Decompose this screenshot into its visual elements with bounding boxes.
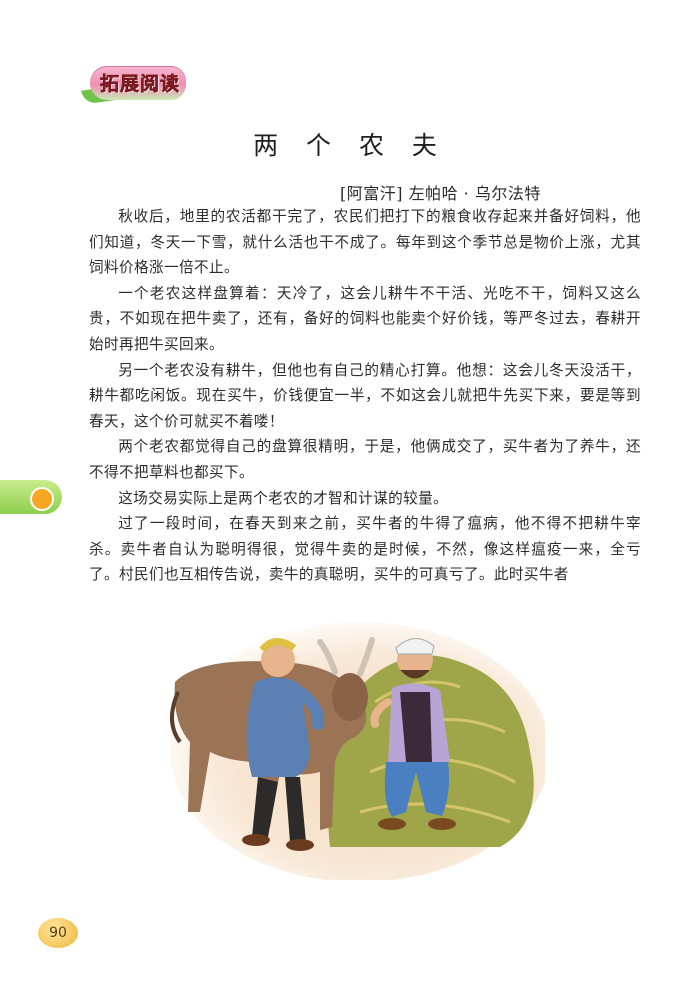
paragraph: 秋收后，地里的农活都干完了，农民们把打下的粮食收存起来并备好饲料，他们知道，冬天… <box>89 208 641 277</box>
paragraph: 另一个老农没有耕牛，但他也有自己的精心打算。他想：这会儿冬天没活干，耕牛都吃闲饭… <box>89 361 641 430</box>
paragraph: 这场交易实际上是两个老农的才智和计谋的较量。 <box>118 489 449 507</box>
story-author: [阿富汗] 左帕哈 · 乌尔法特 <box>340 184 541 203</box>
two-farmers-illustration <box>170 622 545 880</box>
left-farmer-coat <box>246 677 310 777</box>
section-badge-label: 拓展阅读 <box>99 73 180 96</box>
left-farmer-head <box>261 643 295 677</box>
badge-background <box>90 66 186 100</box>
paragraph: 一个老农这样盘算着：天冷了，这会儿耕牛不干活、光吃不干，饲料又这么贵，不如现在把… <box>89 284 641 353</box>
paragraph: 过了一段时间，在春天到来之前，买牛者的牛得了瘟病，他不得不把耕牛宰杀。卖牛者自认… <box>89 515 641 584</box>
section-badge: 拓展阅读 <box>81 62 188 106</box>
squirrel-icon <box>30 487 54 511</box>
page-number: 90 <box>38 918 78 948</box>
story-body: 秋收后，地里的农活都干完了，农民们把打下的粮食收存起来并备好饲料，他们知道，冬天… <box>89 204 641 588</box>
paragraph: 两个老农都觉得自己的盘算很精明，于是，他俩成交了，买牛者为了养牛，还不得不把草料… <box>89 438 641 481</box>
story-title: 两 个 农 夫 <box>253 131 447 160</box>
right-farmer-trousers <box>384 762 450 817</box>
